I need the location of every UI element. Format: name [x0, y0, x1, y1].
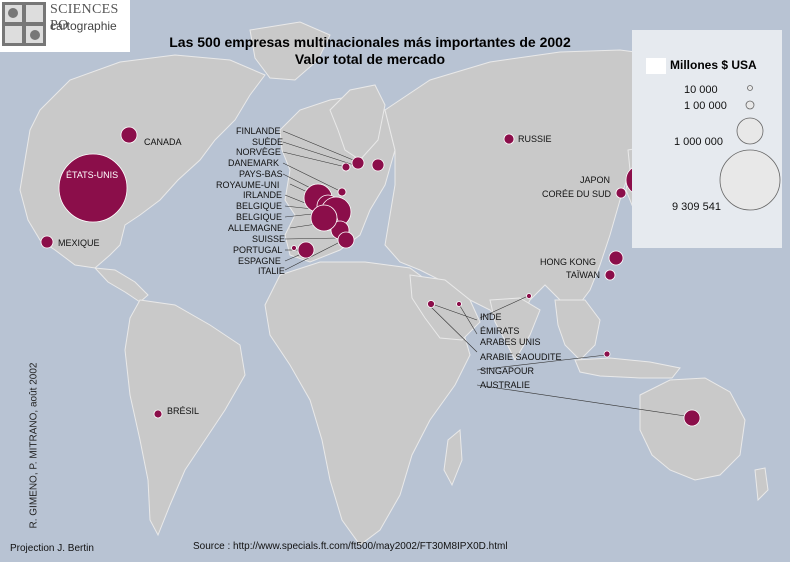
label-australie: AUSTRALIE	[480, 380, 531, 390]
label-mexique: MEXIQUE	[58, 238, 100, 248]
australia	[639, 377, 746, 481]
indonesia	[574, 357, 681, 379]
logo-name: SCIENCES PO	[50, 2, 119, 33]
circle-france	[310, 204, 338, 232]
label-espagne: ESPAGNE	[238, 256, 281, 266]
india	[489, 297, 541, 362]
label-irlande: IRLANDE	[243, 190, 283, 200]
circle-emirats	[456, 301, 462, 307]
legend-circle-1	[747, 85, 753, 91]
circle-mexique	[40, 235, 54, 249]
label-japon: JAPON	[580, 175, 611, 185]
label-belgique-1: BELGIQUE	[236, 201, 283, 211]
legend-circle-2	[745, 100, 755, 110]
label-norvege: NORVÈGE	[236, 147, 281, 157]
circle-espagne	[297, 241, 315, 259]
legend-title: Millones $ USA	[670, 58, 757, 72]
label-royaume-uni: ROYAUME-UNI	[216, 180, 280, 190]
legend-label-2: 1 00 000	[684, 100, 727, 112]
leader-lines	[282, 130, 693, 418]
central-america	[93, 267, 149, 303]
label-bresil: BRÉSIL	[167, 406, 200, 416]
label-hongkong: HONG KONG	[540, 257, 597, 267]
new-zealand	[754, 467, 769, 502]
circle-hongkong	[608, 250, 624, 266]
label-canada: CANADA	[144, 137, 182, 147]
circle-russie	[503, 133, 515, 145]
label-arabie: ARABIE SAOUDITE	[480, 352, 562, 362]
legend-circles	[719, 85, 781, 211]
title-line-1: Las 500 empresas multinacionales más imp…	[169, 34, 571, 50]
label-pays-bas: PAYS-BAS	[239, 169, 283, 179]
label-arabes-unis: ARABES UNIS	[480, 337, 541, 347]
circle-etats-unis	[58, 153, 128, 223]
legend-panel: Millones $ USA 10 000 1 00 000 1 000 000…	[632, 30, 782, 248]
source-note: Source : http://www.specials.ft.com/ft50…	[193, 541, 508, 552]
legend-swatch	[646, 58, 666, 74]
scandinavia	[329, 84, 386, 161]
author-credit: R. GIMENO, P. MITRANO, août 2002	[28, 362, 40, 529]
label-suisse: SUISSE	[252, 234, 286, 244]
southeast-asia	[554, 299, 601, 361]
south-america	[124, 299, 246, 537]
circle-bresil	[153, 409, 163, 419]
label-emirats: ÉMIRATS	[480, 326, 520, 336]
label-italie: ITALIE	[258, 266, 285, 276]
circle-coree	[615, 187, 627, 199]
circle-singapour	[603, 350, 611, 358]
africa	[264, 261, 471, 546]
label-allemagne: ALLEMAGNE	[228, 223, 284, 233]
circle-inde	[526, 293, 532, 299]
label-suede: SUÈDE	[252, 137, 284, 147]
circle-arabie	[427, 300, 435, 308]
circle-suede	[351, 156, 365, 170]
label-finlande: FINLANDE	[236, 126, 281, 136]
greenland	[249, 21, 331, 81]
circle-portugal	[291, 245, 297, 251]
circle-taiwan	[604, 269, 616, 281]
legend-circle-4	[719, 149, 781, 211]
label-etats-unis: ÉTATS-UNIS	[66, 170, 119, 180]
label-inde: INDE	[480, 312, 502, 322]
legend-label-3: 1 000 000	[674, 136, 723, 148]
label-danemark: DANEMARK	[228, 158, 280, 168]
circle-australie	[683, 409, 701, 427]
circle-italie	[337, 231, 355, 249]
legend-label-1: 10 000	[684, 84, 718, 96]
circle-finlande	[371, 158, 385, 172]
madagascar	[443, 428, 463, 487]
label-coree: CORÉE DU SUD	[542, 189, 612, 199]
map-title: Las 500 empresas multinacionales más imp…	[120, 34, 620, 68]
label-singapour: SINGAPOUR	[480, 366, 535, 376]
title-line-2: Valor total de mercado	[294, 51, 446, 67]
projection-note: Projection J. Bertin	[10, 543, 94, 554]
logo-mark-icon	[2, 2, 46, 46]
label-portugal: PORTUGAL	[233, 245, 283, 255]
sciences-po-logo: SCIENCES PO cartographie	[0, 0, 130, 52]
label-belgique-2: BELGIQUE	[236, 212, 283, 222]
logo-subtitle: cartographie	[50, 19, 117, 33]
arabia	[409, 274, 481, 341]
circle-danemark	[337, 187, 347, 197]
legend-circle-3	[736, 117, 764, 145]
circle-norvege	[341, 162, 351, 172]
legend-label-4: 9 309 541	[672, 201, 721, 213]
label-taiwan: TAÏWAN	[566, 270, 600, 280]
circle-canada	[120, 126, 138, 144]
label-russie: RUSSIE	[518, 134, 552, 144]
